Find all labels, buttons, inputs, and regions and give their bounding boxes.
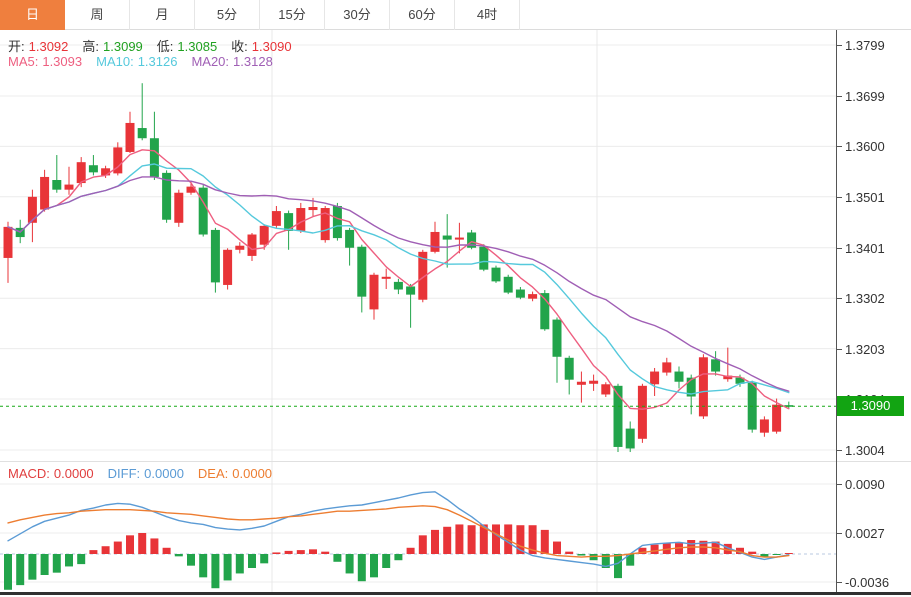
- tab-60分[interactable]: 60分: [390, 0, 455, 30]
- high-value: 1.3099: [103, 39, 143, 54]
- ma5-label: MA5:: [8, 54, 39, 69]
- main-chart-canvas[interactable]: [0, 30, 836, 462]
- ma10-value: 1.3126: [137, 54, 178, 69]
- tab-5分[interactable]: 5分: [195, 0, 260, 30]
- bottom-axis-border: [0, 592, 911, 595]
- macd-label: MACD:: [8, 466, 50, 481]
- price-tick-1.3401: 1.3401: [845, 241, 885, 256]
- tab-月[interactable]: 月: [130, 0, 195, 30]
- price-tick-1.3600-tickmark: [837, 146, 842, 147]
- tab-周[interactable]: 周: [65, 0, 130, 30]
- price-tick-1.3401-tickmark: [837, 248, 842, 249]
- macd-tick-0.0090: 0.0090: [845, 477, 885, 492]
- price-tick-1.3699-tickmark: [837, 96, 842, 97]
- current-price-tag: 1.3090: [837, 396, 904, 417]
- price-tick-1.3501-tickmark: [837, 197, 842, 198]
- period-tabbar: 日周月 5分 15分 30分 60分 4时: [0, 0, 911, 30]
- diff-label: DIFF:: [107, 466, 141, 481]
- tab-30分[interactable]: 30分: [325, 0, 390, 30]
- ma5-value: 1.3093: [42, 54, 83, 69]
- close-value: 1.3090: [251, 39, 292, 54]
- open-label: 开:: [8, 39, 25, 54]
- ma-legend: MA5: 1.3093 MA10: 1.3126 MA20: 1.3128: [8, 54, 277, 69]
- price-tick-1.3501: 1.3501: [845, 190, 885, 205]
- price-tick-1.3799: 1.3799: [845, 38, 885, 53]
- price-tick-1.3600: 1.3600: [845, 139, 885, 154]
- price-tick-1.3004-tickmark: [837, 450, 842, 451]
- ma20-label: MA20:: [191, 54, 230, 69]
- dea-label: DEA:: [197, 466, 229, 481]
- macd-tick--0.0036-tickmark: [837, 582, 842, 583]
- macd-tick-0.0090-tickmark: [837, 484, 842, 485]
- macd-tick-0.0027-tickmark: [837, 533, 842, 534]
- ma20-value: 1.3128: [233, 54, 273, 69]
- tab-4时[interactable]: 4时: [455, 0, 520, 30]
- macd-tick--0.0036: -0.0036: [845, 575, 890, 590]
- tab-15分[interactable]: 15分: [260, 0, 325, 30]
- price-tick-1.3203: 1.3203: [845, 342, 885, 357]
- macd-value: 0.0000: [53, 466, 94, 481]
- macd-legend: MACD: 0.0000 DIFF: 0.0000 DEA: 0.0000: [8, 466, 276, 481]
- price-tick-1.3302: 1.3302: [845, 291, 885, 306]
- price-tick-1.3799-tickmark: [837, 45, 842, 46]
- macd-chart-canvas[interactable]: [0, 462, 836, 592]
- high-label: 高:: [82, 39, 100, 54]
- panel-separator: [0, 461, 911, 462]
- ohlc-legend: 开: 1.3092 高: 1.3099 低: 1.3085 收: 1.3090: [8, 36, 296, 55]
- price-tick-1.3699: 1.3699: [845, 89, 885, 104]
- price-tick-1.3203-tickmark: [837, 349, 842, 350]
- dea-value: 0.0000: [232, 466, 273, 481]
- low-value: 1.3085: [177, 39, 218, 54]
- price-tick-1.3004: 1.3004: [845, 443, 885, 458]
- diff-value: 0.0000: [144, 466, 184, 481]
- price-tick-1.3302-tickmark: [837, 298, 842, 299]
- macd-tick-0.0027: 0.0027: [845, 526, 885, 541]
- close-label: 收:: [231, 39, 248, 54]
- price-axis-line: [836, 30, 837, 592]
- ma10-label: MA10:: [96, 54, 134, 69]
- open-value: 1.3092: [28, 39, 69, 54]
- low-label: 低:: [156, 39, 174, 54]
- tab-日[interactable]: 日: [0, 0, 65, 30]
